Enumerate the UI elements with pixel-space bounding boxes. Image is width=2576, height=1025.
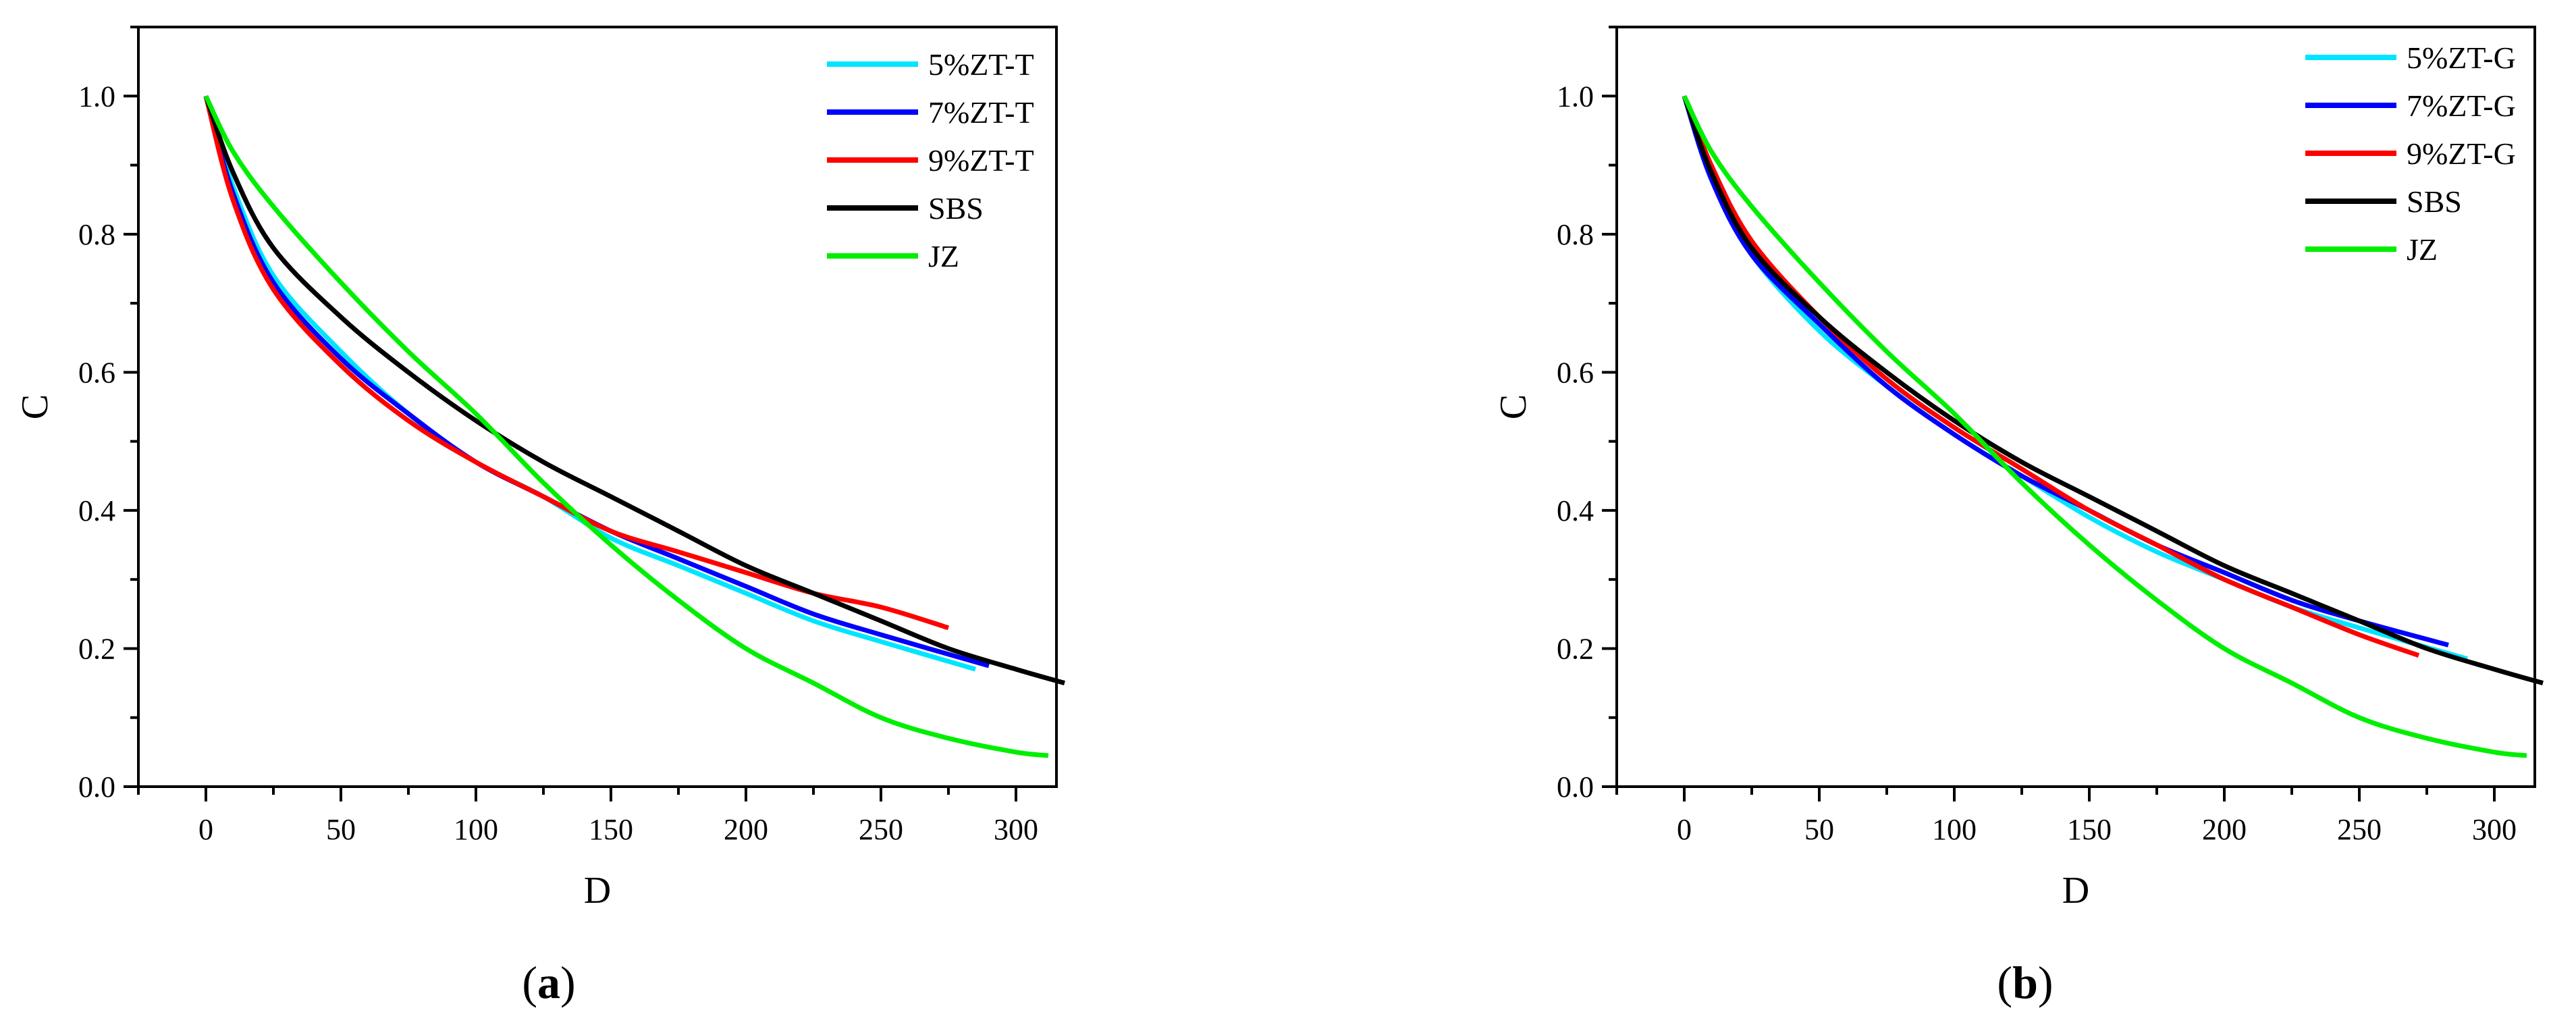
- legend-label-5%ZT-G: 5%ZT-G: [2407, 41, 2516, 75]
- legend-label-5%ZT-T: 5%ZT-T: [928, 47, 1034, 82]
- y-axis-title: C: [14, 394, 56, 419]
- series-line-SBS: [203, 95, 1065, 685]
- legend-label-7%ZT-T: 7%ZT-T: [928, 95, 1034, 130]
- x-axis-title: D: [584, 870, 611, 912]
- x-tick-label: 200: [2202, 813, 2247, 846]
- y-tick-label: 0.2: [1557, 632, 1594, 665]
- y-tick-label: 0.0: [78, 770, 115, 804]
- y-tick-label: 0.8: [1557, 218, 1594, 251]
- chart-panel-a: 0 50 100 150 200 250 300 0.0 0.2 0.4 0.6 0.8 1.0 D C 5%…: [14, 26, 1065, 1008]
- legend-label-9%ZT-G: 9%ZT-G: [2407, 136, 2516, 171]
- series-line-9%ZT-G: [1682, 95, 2420, 658]
- legend-label-9%ZT-T: 9%ZT-T: [928, 143, 1034, 178]
- plot-frame: [1615, 26, 2536, 788]
- series-line-7%ZT-G: [1682, 95, 2449, 648]
- y-tick-label: 0.6: [78, 356, 115, 389]
- x-tick-label: 100: [454, 813, 498, 846]
- panel-label: (b): [1997, 957, 2053, 1008]
- x-tick-label: 150: [2067, 813, 2112, 846]
- legend-label-7%ZT-G: 7%ZT-G: [2407, 88, 2516, 123]
- series-line-SBS: [1682, 95, 2544, 685]
- y-tick-label: 1.0: [78, 80, 115, 113]
- x-tick-label: 100: [1932, 813, 1977, 846]
- y-tick-label: 0.4: [78, 494, 115, 527]
- y-tick-label: 0.2: [78, 632, 115, 665]
- y-tick-label: 0.8: [78, 218, 115, 251]
- legend-label-JZ: JZ: [2407, 232, 2438, 267]
- x-tick-label: 0: [198, 813, 213, 846]
- series-line-JZ: [1682, 95, 2527, 758]
- y-tick-label: 0.0: [1557, 770, 1594, 804]
- chart-panel-b: 0 50 100 150 200 250 300 0.0 0.2 0.4 0.6 0.8 1.0 D C 5%…: [1493, 26, 2544, 1008]
- x-tick-label: 50: [326, 813, 356, 846]
- x-tick-label: 200: [724, 813, 768, 846]
- y-tick-label: 0.6: [1557, 356, 1594, 389]
- y-axis-title: C: [1493, 394, 1534, 419]
- series-line-JZ: [203, 95, 1049, 758]
- x-tick-label: 250: [2337, 813, 2382, 846]
- legend-label-SBS: SBS: [2407, 184, 2462, 219]
- x-axis-title: D: [2062, 870, 2089, 912]
- x-tick-label: 300: [994, 813, 1038, 846]
- panel-label: (a): [522, 957, 575, 1008]
- x-tick-label: 50: [1804, 813, 1834, 846]
- y-tick-label: 1.0: [1557, 80, 1594, 113]
- x-tick-label: 0: [1677, 813, 1692, 846]
- y-tick-label: 0.4: [1557, 494, 1594, 527]
- x-tick-label: 150: [589, 813, 633, 846]
- x-tick-label: 300: [2472, 813, 2517, 846]
- plot-frame: [137, 26, 1058, 788]
- legend-label-SBS: SBS: [928, 191, 984, 226]
- x-tick-label: 250: [859, 813, 903, 846]
- legend-label-JZ: JZ: [928, 239, 959, 273]
